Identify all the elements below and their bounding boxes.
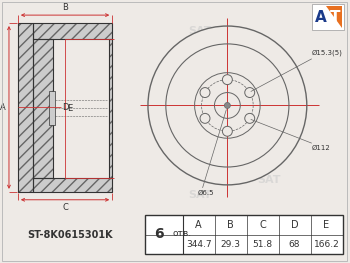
Text: 6: 6: [154, 226, 164, 241]
Text: SAT: SAT: [188, 95, 211, 105]
Text: B: B: [62, 3, 68, 12]
Text: 51.8: 51.8: [253, 240, 273, 249]
Text: SAT: SAT: [188, 26, 211, 36]
Text: SAT: SAT: [49, 46, 72, 56]
Bar: [33, 23, 112, 39]
Text: D: D: [291, 220, 299, 230]
Circle shape: [148, 26, 307, 185]
Bar: [33, 178, 112, 192]
Bar: [109, 39, 112, 178]
Text: SAT: SAT: [257, 175, 281, 185]
Text: 166.2: 166.2: [314, 240, 340, 249]
Text: E: E: [68, 104, 73, 113]
Text: A: A: [315, 10, 327, 25]
Circle shape: [222, 75, 232, 85]
Text: SAT: SAT: [257, 46, 281, 56]
Bar: [49, 90, 55, 125]
Text: SAT: SAT: [188, 190, 211, 200]
Text: 344.7: 344.7: [186, 240, 211, 249]
Circle shape: [224, 103, 230, 108]
Bar: [18, 23, 33, 192]
Text: E: E: [323, 220, 330, 230]
Bar: [33, 39, 52, 178]
Text: 68: 68: [289, 240, 300, 249]
Text: T: T: [329, 10, 340, 25]
Text: D: D: [63, 103, 69, 112]
Bar: [33, 23, 112, 39]
Text: SAT: SAT: [257, 115, 281, 125]
Bar: [52, 39, 109, 178]
Text: SAT: SAT: [49, 115, 72, 125]
Text: ST-8K0615301K: ST-8K0615301K: [28, 230, 113, 240]
Text: отв.: отв.: [172, 229, 191, 238]
Text: SAT: SAT: [49, 170, 72, 180]
Bar: [18, 23, 33, 192]
Text: C: C: [62, 203, 68, 212]
Circle shape: [200, 88, 210, 98]
Text: B: B: [227, 220, 234, 230]
Bar: [312, 4, 344, 30]
Text: C: C: [259, 220, 266, 230]
Circle shape: [200, 113, 210, 123]
Bar: [33, 39, 52, 178]
Polygon shape: [326, 6, 342, 28]
Bar: [145, 215, 343, 254]
Text: Ø6.5: Ø6.5: [198, 190, 214, 196]
Text: A: A: [0, 103, 6, 112]
Text: A: A: [195, 220, 202, 230]
Bar: [33, 178, 112, 192]
Text: Ø112: Ø112: [312, 145, 330, 151]
Text: 29.3: 29.3: [220, 240, 241, 249]
Circle shape: [222, 126, 232, 136]
Circle shape: [245, 88, 255, 98]
Bar: [109, 39, 112, 178]
Text: Ø15.3(5): Ø15.3(5): [312, 49, 343, 56]
Circle shape: [245, 113, 255, 123]
Text: SAT: SAT: [188, 160, 211, 170]
